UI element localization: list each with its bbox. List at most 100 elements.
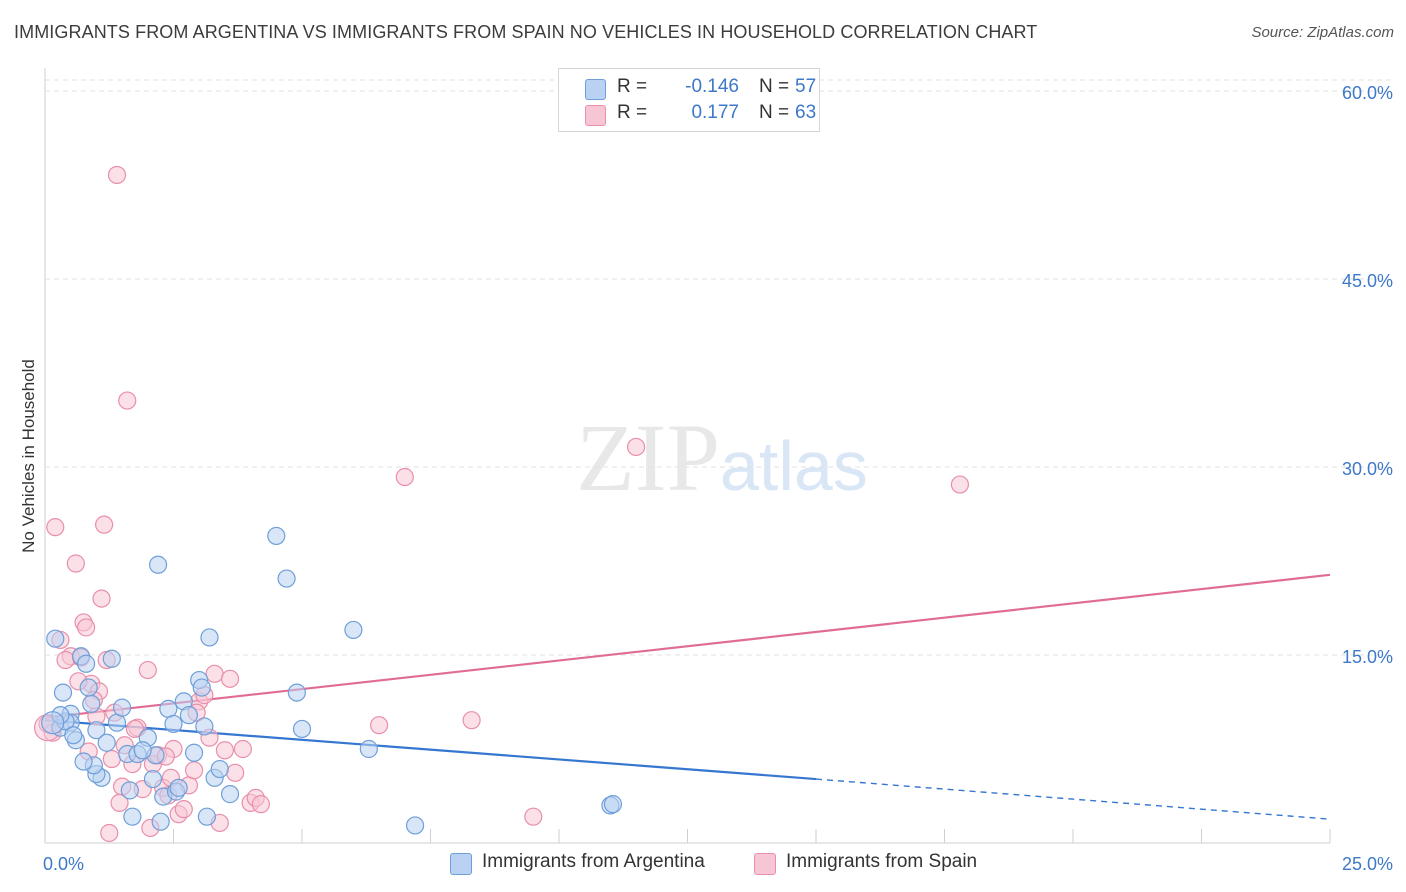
argentina-point: [292, 719, 312, 739]
argentina-point: [184, 743, 204, 762]
r-label: R =: [617, 76, 648, 97]
spain-point: [226, 763, 245, 782]
spain-point: [107, 165, 127, 185]
tick-labels: 15.0% 30.0% 45.0% 60.0% 0.0% 25.0%: [43, 83, 1393, 874]
spain-point: [138, 660, 157, 680]
argentina-point: [87, 721, 106, 740]
spain-point: [110, 793, 129, 812]
argentina-point: [169, 778, 188, 797]
x-tick-label: 25.0%: [1342, 854, 1393, 874]
y-axis-label: No Vehicles in Household: [19, 359, 38, 553]
argentina-point: [82, 694, 101, 713]
gridlines: [45, 79, 1395, 656]
spain-point: [215, 741, 234, 760]
y-tick-label: 45.0%: [1342, 271, 1393, 291]
n-value: 63: [795, 102, 817, 123]
argentina-point: [277, 569, 296, 588]
spain-point: [95, 515, 114, 534]
argentina-point: [197, 807, 217, 826]
spain-point: [220, 669, 240, 688]
argentina-point: [77, 654, 96, 673]
spain-point: [100, 823, 119, 843]
argentina-point: [120, 781, 139, 800]
argentina-point: [46, 629, 65, 648]
spain-point: [66, 554, 85, 573]
argentina-point: [123, 807, 142, 826]
spain-swatch: [754, 853, 776, 875]
argentina-point: [151, 812, 170, 831]
argentina-point: [287, 683, 306, 702]
spain-point: [950, 475, 970, 494]
watermark-zip: ZIP: [576, 404, 720, 511]
spain-point: [524, 807, 543, 826]
trendlines: [44, 573, 1331, 820]
watermark-atlas: atlas: [720, 427, 868, 505]
spain-point: [370, 716, 389, 735]
argentina-swatch: [585, 79, 606, 100]
argentina-point: [267, 526, 286, 546]
legend-label: Immigrants from Spain: [786, 851, 978, 872]
x-tick-label: 0.0%: [43, 854, 84, 874]
argentina-point: [200, 628, 219, 647]
spain-point: [251, 795, 270, 814]
argentina-point: [603, 795, 623, 814]
spain-point: [184, 761, 204, 780]
spain-swatch: [585, 105, 606, 126]
source-credit: Source: ZipAtlas.com: [1251, 24, 1394, 41]
axes: [44, 68, 1331, 844]
argentina-trendline-extension: [815, 778, 1331, 820]
spain-point: [77, 618, 96, 637]
spain-point: [46, 518, 65, 537]
r-label: R =: [617, 102, 648, 123]
argentina-point: [220, 785, 240, 804]
spain-point: [102, 749, 121, 769]
argentina-point: [148, 555, 168, 574]
n-label: N =: [759, 102, 790, 123]
argentina-point: [359, 739, 378, 759]
spain-point: [462, 711, 481, 730]
argentina-point: [143, 769, 163, 789]
spain-point: [125, 719, 145, 739]
argentina-point: [179, 706, 199, 725]
spain-point: [118, 391, 137, 410]
spain-point: [56, 650, 75, 670]
stats-legend: R = -0.146 N = 57 R = 0.177 N = 63: [558, 68, 820, 132]
n-value: 57: [795, 76, 817, 97]
argentina-point: [159, 699, 178, 718]
argentina-point: [64, 726, 83, 745]
argentina-point: [195, 717, 214, 736]
spain-point: [92, 589, 111, 608]
spain-point: [174, 800, 193, 819]
n-label: N =: [759, 76, 790, 97]
argentina-point: [97, 733, 116, 752]
spain-point: [395, 467, 414, 487]
argentina-point: [74, 752, 93, 771]
watermark: ZIP atlas: [576, 404, 868, 511]
argentina-point: [112, 698, 132, 717]
argentina-point: [192, 678, 211, 697]
argentina-point: [405, 816, 425, 835]
r-value: 0.177: [691, 102, 739, 123]
spain-point: [626, 437, 646, 457]
spain-trendline: [44, 573, 1331, 719]
spain-point: [205, 664, 224, 683]
legend-label: Immigrants from Argentina: [482, 851, 705, 872]
argentina-point: [164, 714, 183, 734]
r-value: -0.146: [685, 76, 739, 97]
chart-title: IMMIGRANTS FROM ARGENTINA VS IMMIGRANTS …: [14, 22, 1038, 42]
argentina-point: [210, 759, 229, 779]
y-tick-label: 30.0%: [1342, 459, 1393, 479]
argentina-point-cluster: [41, 711, 65, 735]
argentina-point: [344, 620, 363, 640]
argentina-point: [102, 649, 121, 668]
argentina-point: [133, 741, 152, 760]
spain-point: [233, 739, 252, 759]
argentina-point: [79, 678, 98, 697]
argentina-points: [41, 526, 623, 835]
argentina-point: [107, 713, 127, 732]
y-tick-label: 15.0%: [1342, 647, 1393, 667]
y-tick-label: 60.0%: [1342, 83, 1393, 103]
argentina-point: [53, 683, 73, 702]
argentina-swatch: [450, 853, 472, 875]
